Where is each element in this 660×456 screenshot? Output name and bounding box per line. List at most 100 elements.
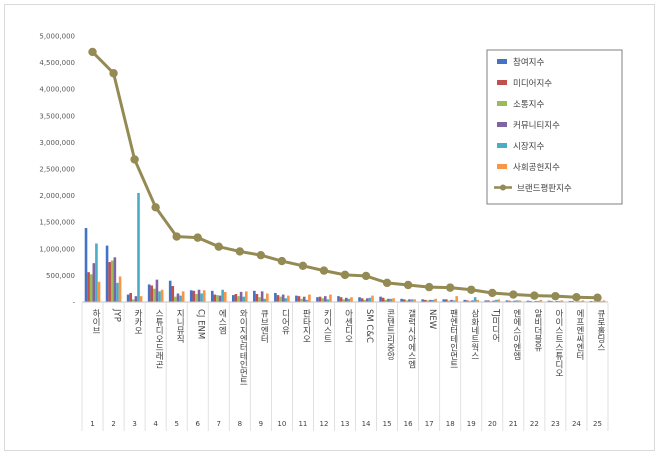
- bar: [302, 296, 306, 302]
- rank-label: 25: [593, 420, 602, 428]
- line-point: [551, 291, 560, 301]
- line-point: [172, 232, 181, 241]
- bar: [360, 298, 364, 302]
- line-point: [530, 291, 539, 300]
- category-label: 판타지오: [301, 309, 311, 343]
- bar: [84, 228, 88, 302]
- rank-label: 22: [530, 420, 539, 428]
- category-label: 카카오: [133, 309, 143, 335]
- category-label: 알비더블유: [532, 308, 542, 352]
- bar: [232, 295, 235, 302]
- line-point: [340, 270, 350, 280]
- bar: [358, 297, 361, 302]
- bar: [389, 298, 393, 302]
- category-label: 삼화네트웍스: [469, 308, 479, 360]
- rank-label: 10: [277, 420, 286, 428]
- bar: [560, 300, 564, 302]
- bar: [300, 298, 303, 302]
- bar: [213, 294, 217, 302]
- bar: [281, 294, 285, 302]
- legend-label: 브랜드평판지수: [517, 183, 572, 194]
- bar: [445, 299, 448, 302]
- y-tick-label: 3,000,000: [39, 139, 75, 147]
- y-tick-label: 3,500,000: [39, 112, 75, 120]
- y-tick-label: 2,000,000: [39, 192, 75, 200]
- bar: [108, 262, 111, 302]
- bar: [168, 280, 172, 302]
- category-label: 아이스트스튜디오: [553, 308, 563, 377]
- rank-label: 2: [111, 420, 115, 428]
- bar-series: [84, 192, 606, 302]
- bar: [571, 300, 574, 302]
- y-tick-label: 500,000: [46, 272, 75, 280]
- bar: [89, 274, 93, 302]
- bar: [392, 298, 395, 302]
- bar: [321, 298, 324, 302]
- y-tick-label: 4,500,000: [39, 59, 75, 67]
- category-label: 에스엠: [217, 309, 227, 335]
- bar: [450, 299, 453, 302]
- legend-label: 시장지수: [513, 141, 544, 152]
- x-axis: 하이브 1 JYP 2 카카오 3 스튜디오드래곤 4 지니뮤직 5 CJ ENM 6 에스엠 7 와이지엔…: [81, 301, 609, 431]
- bar: [263, 298, 267, 302]
- bar: [158, 291, 161, 302]
- bar: [345, 297, 348, 302]
- rank-label: 19: [467, 420, 476, 428]
- bar: [192, 290, 196, 302]
- category-label: 키이스트: [322, 309, 332, 343]
- bar: [410, 299, 414, 302]
- bar: [602, 300, 606, 302]
- bar: [402, 299, 406, 302]
- bar: [529, 300, 532, 302]
- y-tick-label: 2,500,000: [39, 166, 75, 174]
- legend-label: 소통지수: [513, 100, 544, 110]
- category-label: 지니뮤직: [175, 309, 185, 344]
- category-label: 하이브: [91, 308, 101, 334]
- category-label: TJ미디어: [490, 308, 500, 343]
- category-label: SM C&C: [364, 309, 374, 343]
- bar: [87, 272, 90, 302]
- bar: [494, 299, 498, 302]
- rank-label: 24: [572, 420, 581, 428]
- bar: [210, 290, 214, 302]
- bar: [463, 299, 467, 302]
- bar: [218, 295, 222, 302]
- bar: [421, 299, 424, 302]
- bar: [174, 296, 177, 302]
- bar: [434, 298, 437, 302]
- bar: [508, 300, 511, 302]
- bar: [134, 296, 138, 302]
- line-point: [361, 271, 371, 281]
- legend-label: 사회공헌지수: [513, 163, 560, 173]
- line-point: [572, 293, 581, 302]
- bar: [492, 300, 495, 302]
- bar: [234, 294, 238, 302]
- rank-label: 9: [259, 420, 263, 428]
- line-point: [277, 256, 287, 266]
- rank-label: 13: [341, 420, 350, 428]
- bar: [413, 299, 416, 302]
- bar: [139, 296, 143, 302]
- bar: [316, 297, 319, 302]
- bar: [555, 300, 558, 302]
- y-tick-label: 5,000,000: [39, 33, 75, 41]
- bar: [116, 282, 119, 302]
- bar: [113, 257, 117, 302]
- line-point: [488, 288, 497, 298]
- rank-label: 8: [238, 420, 242, 428]
- category-label: 에프엔씨엔터: [574, 309, 584, 361]
- line-point: [256, 250, 266, 260]
- bar: [471, 300, 474, 302]
- bar: [95, 243, 98, 302]
- bar: [242, 296, 245, 302]
- bar: [442, 299, 445, 302]
- rank-label: 11: [298, 420, 307, 428]
- bar: [150, 285, 154, 302]
- bar: [408, 299, 411, 302]
- bar: [455, 296, 458, 302]
- bar: [223, 291, 227, 302]
- bar: [153, 288, 156, 302]
- bar: [400, 298, 403, 302]
- bar: [487, 300, 490, 302]
- bar: [381, 297, 385, 302]
